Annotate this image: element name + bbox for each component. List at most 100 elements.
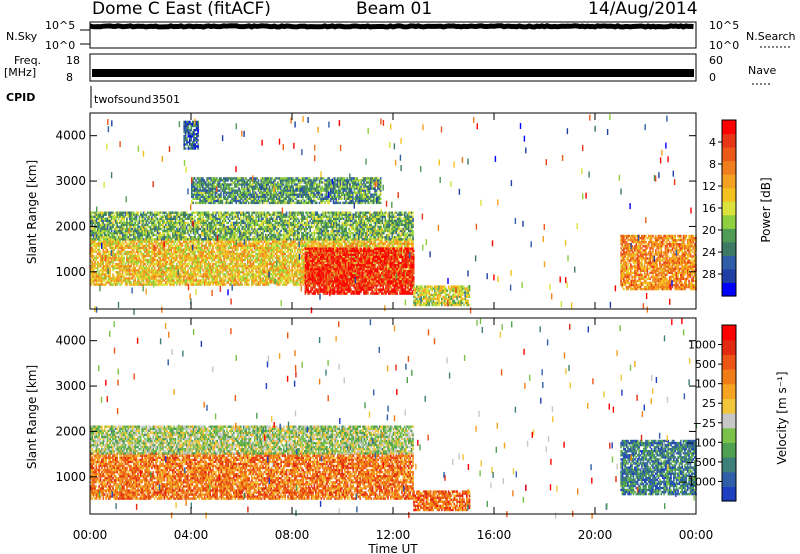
range-cell — [98, 225, 100, 229]
range-cell — [127, 242, 130, 245]
range-cell — [95, 244, 98, 247]
range-cell — [258, 248, 260, 252]
range-cell — [230, 252, 232, 256]
range-cell — [101, 262, 103, 266]
range-cell — [91, 279, 93, 282]
range-cell — [101, 240, 103, 243]
range-cell — [166, 275, 168, 278]
range-cell — [137, 238, 139, 241]
range-cell — [278, 254, 281, 258]
range-cell — [103, 256, 106, 260]
range-cell — [90, 244, 92, 247]
range-cell — [334, 244, 336, 247]
range-cell — [203, 262, 206, 266]
range-cell — [296, 283, 299, 286]
range-cell — [240, 246, 242, 249]
range-cell — [119, 213, 121, 216]
range-cell — [134, 267, 136, 270]
range-cell — [269, 279, 271, 282]
range-cell — [169, 279, 171, 282]
range-cell — [210, 279, 213, 282]
range-cell — [223, 279, 225, 282]
range-cell — [126, 283, 128, 286]
range-cell — [262, 256, 264, 260]
range-cell — [240, 248, 242, 252]
range-cell — [153, 240, 156, 243]
range-cell — [266, 252, 268, 256]
range-cell — [91, 246, 93, 249]
range-cell — [224, 277, 227, 280]
range-cell — [260, 262, 263, 266]
range-cell — [152, 219, 155, 222]
range-cell — [285, 271, 288, 274]
range-cell — [90, 233, 92, 237]
range-cell — [188, 277, 191, 280]
range-cell — [192, 246, 195, 249]
range-cell — [252, 262, 255, 266]
range-cell — [105, 217, 107, 220]
range-cell — [126, 250, 128, 254]
range-cell — [403, 240, 406, 243]
range-cell — [256, 248, 259, 252]
range-cell — [105, 211, 107, 214]
range-cell — [317, 244, 320, 247]
range-cell — [137, 260, 139, 264]
range-cell — [341, 242, 343, 245]
range-cell — [140, 246, 142, 249]
range-cell — [253, 273, 256, 276]
range-cell — [160, 240, 163, 243]
range-cell — [196, 258, 199, 262]
range-cell — [199, 279, 202, 282]
range-cell — [266, 277, 268, 280]
range-cell — [392, 242, 395, 245]
range-cell — [216, 248, 218, 252]
range-cell — [152, 256, 155, 260]
range-cell — [231, 256, 234, 260]
range-cell — [195, 279, 198, 282]
range-cell — [217, 258, 220, 262]
range-cell — [237, 269, 239, 272]
range-cell — [292, 262, 295, 266]
range-cell — [273, 242, 275, 245]
range-cell — [408, 242, 410, 245]
range-cell — [94, 244, 96, 247]
range-cell — [140, 258, 142, 262]
range-cell — [234, 265, 236, 268]
range-cell — [210, 248, 213, 252]
range-cell — [199, 271, 202, 274]
range-cell — [215, 281, 217, 284]
range-cell — [137, 279, 139, 282]
range-cell — [287, 273, 289, 276]
range-cell — [265, 256, 267, 260]
nave-tick-bottom: 0 — [709, 71, 716, 84]
range-cell — [109, 225, 111, 229]
range-cell — [224, 265, 227, 268]
range-cell — [266, 271, 268, 274]
range-cell — [290, 246, 292, 249]
range-cell — [148, 217, 150, 220]
range-cell — [274, 252, 277, 256]
range-cell — [296, 244, 299, 247]
range-cell — [391, 242, 393, 245]
range-cell — [251, 258, 253, 262]
range-cell — [94, 227, 96, 231]
range-cell — [299, 273, 302, 276]
range-cell — [105, 283, 107, 286]
range-cell — [115, 252, 117, 256]
range-cell — [134, 227, 136, 231]
range-cell — [90, 283, 92, 286]
range-cell — [273, 244, 275, 247]
range-cell — [296, 258, 299, 262]
range-cell — [198, 242, 200, 245]
range-cell — [296, 265, 299, 268]
range-cell — [340, 242, 342, 245]
range-cell — [294, 250, 296, 254]
range-cell — [121, 233, 124, 237]
range-cell — [290, 254, 292, 258]
range-cell — [246, 283, 249, 286]
range-cell — [259, 246, 261, 249]
range-cell — [277, 246, 280, 249]
range-cell — [292, 265, 295, 268]
range-cell — [153, 279, 156, 282]
range-cell — [117, 211, 120, 214]
